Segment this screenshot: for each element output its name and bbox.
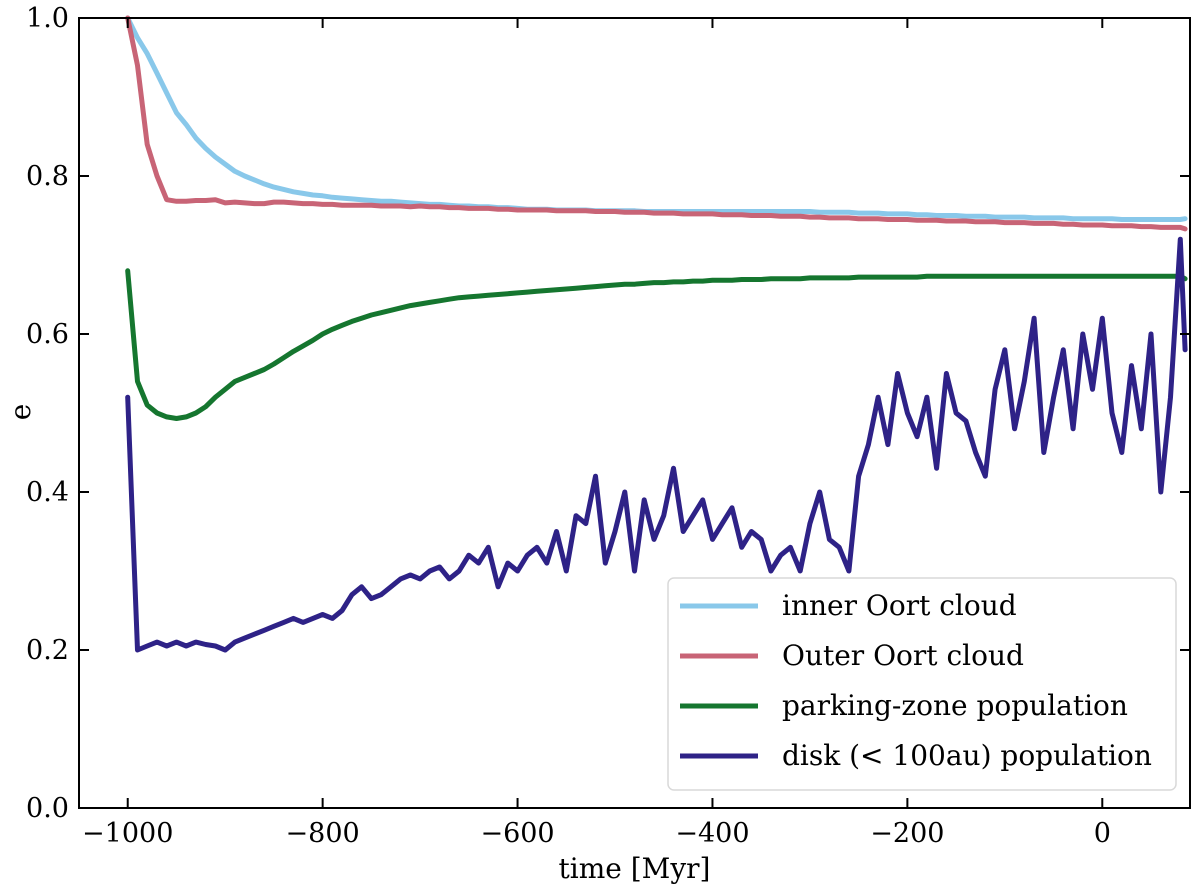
- x-tick-label: −200: [870, 818, 944, 849]
- x-axis-label: time [Myr]: [559, 852, 711, 885]
- x-tick-label: −800: [286, 818, 360, 849]
- series-line-outer-oort-cloud: [125, 15, 1188, 232]
- y-tick-label: 0.6: [26, 319, 69, 350]
- axes-layer: −1000 −800 −600 −400 −200 0 0.0 0.2 0.4 0.6 0.8 1.0: [26, 3, 1191, 849]
- x-tick-label: −1000: [82, 818, 173, 849]
- x-tick-label: 0: [1094, 818, 1111, 849]
- legend-label-outer-oort-cloud: Outer Oort cloud: [782, 639, 1024, 672]
- series-layer: [125, 15, 1188, 653]
- y-tick-label: 1.0: [26, 3, 69, 34]
- x-tick-label: −400: [675, 818, 749, 849]
- legend: inner Oort cloud Outer Oort cloud parking-…: [667, 577, 1177, 791]
- y-tick-label: 0.2: [26, 635, 69, 666]
- y-tick-label: 0.0: [26, 793, 69, 824]
- series-line-parking-zone-population: [125, 268, 1188, 421]
- y-tick-label: 0.8: [26, 161, 69, 192]
- y-tick-label: 0.4: [26, 477, 69, 508]
- legend-label-parking-zone-population: parking-zone population: [782, 689, 1128, 722]
- legend-label-disk-100au-population: disk (< 100au) population: [782, 739, 1152, 772]
- y-axis-label: e: [4, 404, 37, 421]
- axes-frame: [78, 17, 1191, 809]
- legend-box: [667, 577, 1177, 791]
- legend-label-inner-oort-cloud: inner Oort cloud: [782, 589, 1017, 622]
- series-line-disk-100au-population: [125, 236, 1188, 653]
- x-tick-label: −600: [480, 818, 554, 849]
